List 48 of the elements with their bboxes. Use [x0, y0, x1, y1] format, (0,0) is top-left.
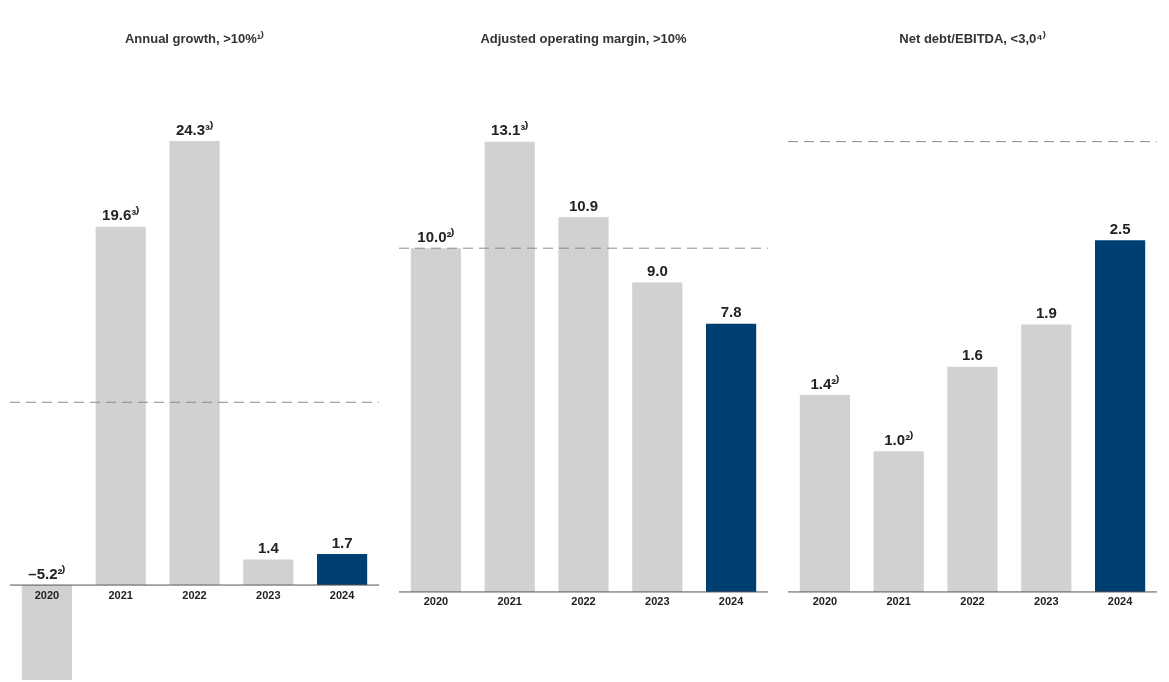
x-tick-label: 2020 [812, 595, 838, 608]
data-label: 7.8 [720, 303, 742, 321]
bar [632, 282, 683, 592]
chart-title: Adjusted operating margin, >10% [480, 31, 688, 47]
x-tick-label: 2022 [571, 595, 596, 608]
chart-title: Annual growth, >10%¹⁾ [124, 30, 265, 47]
data-label: 2.5 [1109, 219, 1131, 237]
bar [243, 559, 294, 586]
bar [706, 323, 757, 592]
data-label: 1.4²⁾ [810, 374, 840, 392]
x-tick-label: 2023 [1034, 595, 1059, 608]
x-tick-label: 2020 [423, 595, 449, 608]
data-label: –5.2²⁾ [28, 564, 66, 582]
x-tick-label: 2022 [182, 588, 207, 601]
bar [799, 394, 850, 592]
data-label: 9.0 [646, 262, 668, 280]
x-tick-label: 2022 [960, 595, 985, 608]
data-label: 1.0²⁾ [884, 430, 914, 448]
data-label: 19.6³⁾ [102, 206, 140, 224]
data-label: 10.9 [568, 196, 599, 214]
bar [1095, 240, 1146, 592]
x-tick-label: 2020 [34, 588, 60, 601]
x-tick-label: 2024 [1107, 595, 1134, 608]
data-label: 1.7 [331, 533, 353, 551]
x-tick-label: 2024 [718, 595, 745, 608]
bar [873, 451, 924, 592]
x-tick-label: 2021 [886, 595, 911, 608]
bar [317, 553, 368, 586]
bar [1021, 324, 1072, 592]
bar [484, 141, 535, 592]
x-tick-label: 2023 [645, 595, 670, 608]
x-tick-label: 2024 [329, 588, 356, 601]
data-label: 1.4 [257, 539, 280, 557]
chart-title: Net debt/EBITDA, <3,0⁴⁾ [899, 30, 1046, 47]
bar [21, 585, 72, 681]
data-label: 1.9 [1035, 304, 1057, 322]
data-label: 13.1³⁾ [491, 121, 529, 139]
data-label: 24.3³⁾ [175, 120, 214, 138]
bar [95, 226, 146, 586]
bar [169, 140, 220, 586]
x-tick-label: 2023 [256, 588, 281, 601]
data-label: 1.6 [962, 346, 983, 364]
bar [558, 217, 609, 592]
bar [947, 366, 998, 592]
x-tick-label: 2021 [108, 588, 133, 601]
x-tick-label: 2021 [497, 595, 522, 608]
data-label: 10.0²⁾ [417, 227, 455, 245]
bar [410, 248, 461, 592]
